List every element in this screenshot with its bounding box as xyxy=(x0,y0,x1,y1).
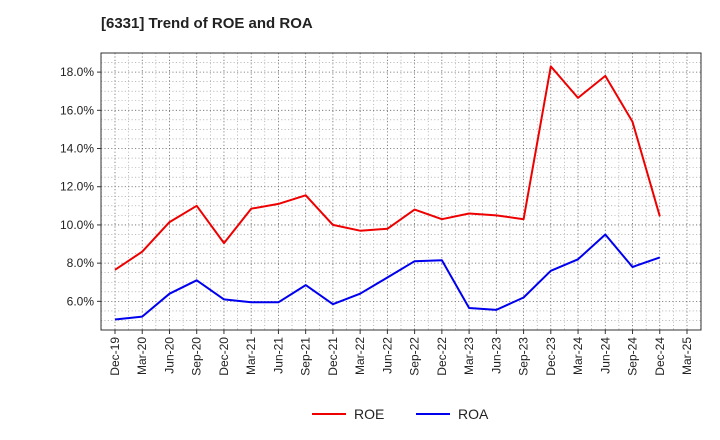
x-tick-label: Dec-20 xyxy=(217,337,231,376)
x-tick-label: Mar-25 xyxy=(680,337,694,375)
y-tick-label: 8.0% xyxy=(67,256,95,270)
x-tick-label: Mar-22 xyxy=(353,337,367,375)
x-tick-label: Mar-23 xyxy=(462,337,476,375)
y-axis: 6.0% 8.0% 10.0% 12.0% 14.0% 16.0% 18.0% xyxy=(60,65,101,308)
x-tick-label: Sep-21 xyxy=(299,337,313,376)
x-tick-label: Jun-21 xyxy=(271,337,285,374)
legend: ROE ROA xyxy=(312,406,489,422)
plot-area-frame xyxy=(100,52,702,331)
y-tick-label: 12.0% xyxy=(60,180,94,194)
series-lines xyxy=(114,65,661,321)
x-tick-label: Dec-24 xyxy=(653,337,667,376)
y-tick-label: 18.0% xyxy=(60,65,94,79)
x-tick-label: Jun-24 xyxy=(598,337,612,374)
x-tick-label: Jun-22 xyxy=(380,337,394,374)
x-tick-label: Jun-23 xyxy=(489,337,503,374)
legend-label-roa: ROA xyxy=(458,406,489,422)
x-tick-label: Dec-23 xyxy=(544,337,558,376)
x-axis: Dec-19 Mar-20 Jun-20 Sep-20 Dec-20 Mar-21 Jun-… xyxy=(108,330,694,376)
x-tick-label: Mar-21 xyxy=(244,337,258,375)
x-tick-label: Dec-22 xyxy=(435,337,449,376)
y-tick-label: 6.0% xyxy=(67,294,95,308)
legend-label-roe: ROE xyxy=(354,406,384,422)
grid-lines xyxy=(101,53,701,330)
y-tick-label: 16.0% xyxy=(60,103,94,117)
series-line-roa xyxy=(114,233,661,321)
y-tick-label: 14.0% xyxy=(60,142,94,156)
x-tick-label: Sep-23 xyxy=(517,337,531,376)
x-tick-label: Sep-20 xyxy=(190,337,204,376)
x-tick-label: Jun-20 xyxy=(162,337,176,374)
x-tick-label: Dec-19 xyxy=(108,337,122,376)
y-tick-label: 10.0% xyxy=(60,218,94,232)
series-line-roe xyxy=(114,65,661,271)
x-tick-label: Sep-24 xyxy=(626,337,640,376)
x-tick-label: Dec-21 xyxy=(326,337,340,376)
x-tick-label: Mar-24 xyxy=(571,337,585,375)
chart-title: [6331] Trend of ROE and ROA xyxy=(101,15,313,32)
x-tick-label: Sep-22 xyxy=(408,337,422,376)
x-tick-label: Mar-20 xyxy=(135,337,149,375)
